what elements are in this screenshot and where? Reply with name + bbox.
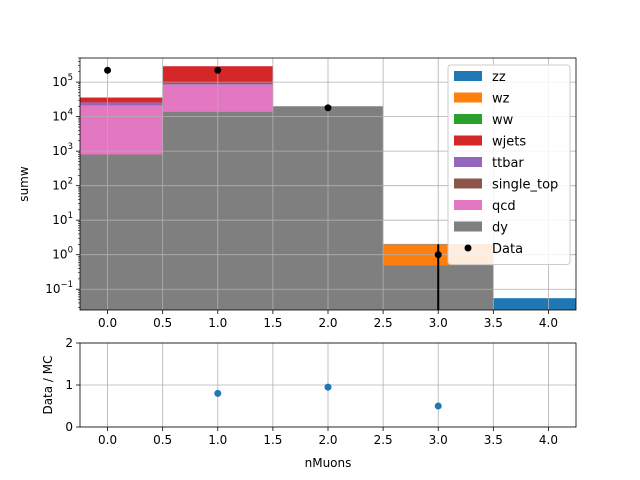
bar-qcd-bin-0	[80, 105, 163, 155]
ratio-xtick-label-1: 0.5	[153, 433, 172, 447]
ytick-base: 10	[52, 144, 67, 158]
main-xtick-label-8: 4.0	[539, 316, 558, 330]
ratio-xtick-label-8: 4.0	[539, 433, 558, 447]
ratio-point-1	[324, 383, 332, 391]
legend-swatch-ww	[454, 114, 482, 124]
ytick-base: 10	[52, 110, 67, 124]
ratio-xtick-label-0: 0.0	[98, 433, 117, 447]
main-xtick-label-3: 1.5	[263, 316, 282, 330]
ratio-xtick-label-2: 1.0	[208, 433, 227, 447]
ytick-exponent: 2	[68, 177, 73, 187]
main-ytick-label-5: 104	[52, 108, 73, 124]
legend-marker-data	[464, 244, 472, 252]
ratio-ytick-label-2: 2	[65, 336, 73, 350]
main-ytick-label-3: 102	[52, 177, 73, 193]
ytick-exponent: 1	[68, 211, 73, 221]
data-point-3	[434, 251, 442, 259]
legend-swatch-single_top	[454, 178, 482, 189]
data-point-1	[214, 66, 222, 74]
ratio-xtick-label-3: 1.5	[263, 433, 282, 447]
legend-swatch-wjets	[454, 135, 482, 146]
data-point-2	[324, 104, 332, 112]
ratio-ylabel: Data / MC	[41, 355, 55, 414]
ytick-base: 10	[52, 248, 67, 262]
ratio-xtick-label-5: 2.5	[374, 433, 393, 447]
main-ytick-label-0: 10−1	[45, 280, 73, 296]
ratio-plot: 0.0 0.5 1.0 1.5 2.0 2.5 3.0 3.5 4.0 0 1 2 nMuons Data…	[41, 336, 577, 470]
ratio-xlabel: nMuons	[305, 456, 352, 470]
main-xtick-label-6: 3.0	[429, 316, 448, 330]
legend-label-dy: dy	[492, 221, 508, 236]
ratio-point-2	[434, 402, 442, 410]
data-point-0	[104, 66, 112, 74]
ytick-exponent: 0	[68, 246, 73, 256]
ytick-exponent: 3	[68, 142, 73, 152]
data-points	[104, 66, 442, 310]
main-xtick-label-1: 0.5	[153, 316, 172, 330]
ytick-base: 10	[45, 282, 60, 296]
ratio-xtick-label-4: 2.0	[318, 433, 337, 447]
ytick-exponent: 4	[68, 108, 73, 118]
ratio-xtick-label-6: 3.0	[429, 433, 448, 447]
ratio-ytick-label-1: 1	[65, 378, 73, 392]
main-ytick-label-2: 101	[52, 211, 73, 227]
main-minor-ticks	[78, 57, 80, 308]
ratio-xtick-label-7: 3.5	[484, 433, 503, 447]
main-ytick-label-4: 103	[52, 142, 73, 158]
legend-swatch-ttbar	[454, 157, 482, 167]
main-xtick-label-0: 0.0	[98, 316, 117, 330]
legend-label-single_top: single_top	[492, 178, 558, 193]
ratio-point-0	[214, 389, 222, 397]
legend-label-zz: zz	[492, 70, 506, 85]
bar-zz-bin-4	[493, 298, 576, 310]
legend-label-wz: wz	[492, 92, 510, 107]
ytick-base: 10	[52, 213, 67, 227]
ytick-exponent: −1	[60, 280, 73, 290]
legend-label-data: Data	[492, 242, 523, 257]
main-xtick-label-2: 1.0	[208, 316, 227, 330]
ytick-base: 10	[52, 75, 67, 89]
bar-dy-bin-0	[80, 154, 163, 310]
legend-swatch-zz	[454, 71, 482, 81]
legend-label-ttbar: ttbar	[492, 156, 524, 171]
main-ytick-label-1: 100	[52, 246, 73, 262]
main-ytick-label-6: 105	[52, 73, 73, 89]
main-xtick-label-4: 2.0	[318, 316, 337, 330]
ytick-base: 10	[52, 179, 67, 193]
main-xtick-label-7: 3.5	[484, 316, 503, 330]
legend-label-ww: ww	[492, 113, 514, 128]
ytick-exponent: 5	[68, 73, 73, 83]
bar-ttbar-bin-0	[80, 102, 163, 106]
main-ylabel: sumw	[17, 166, 31, 202]
legend-swatch-wz	[454, 92, 482, 103]
legend-label-wjets: wjets	[492, 135, 526, 150]
main-xtick-label-5: 2.5	[374, 316, 393, 330]
legend-label-qcd: qcd	[492, 199, 516, 214]
ratio-ytick-label-0: 0	[65, 420, 73, 434]
legend-swatch-qcd	[454, 200, 482, 210]
legend-swatch-dy	[454, 221, 482, 232]
bar-wjets-bin-0	[80, 97, 163, 103]
